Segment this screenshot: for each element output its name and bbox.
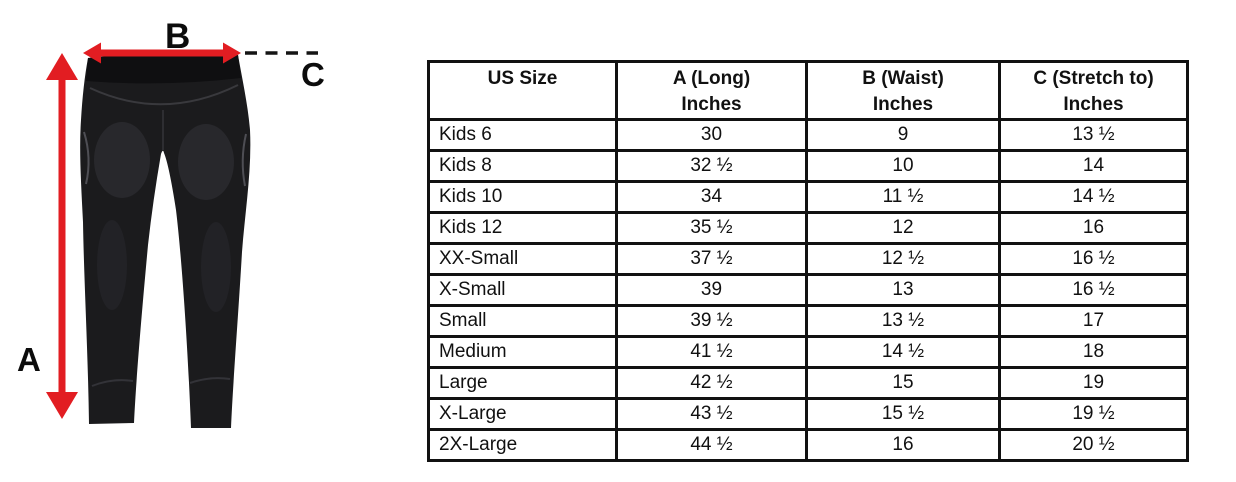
cell-us-size: X-Small [427, 273, 618, 307]
cell-us-size: Kids 12 [427, 211, 618, 245]
cell-a-long: 43 ½ [615, 397, 808, 431]
arrow-a-head-bottom [46, 392, 78, 419]
table-row: X-Large 43 ½ 15 ½ 19 ½ [427, 397, 1189, 431]
header-line1: A (Long) [672, 68, 751, 89]
cell-a-long: 30 [615, 118, 808, 152]
header-line1: B (Waist) [862, 68, 944, 89]
pants-sheen-right-hip [178, 124, 234, 200]
cell-us-size: X-Large [427, 397, 618, 431]
pants-illustration [80, 53, 251, 428]
pants-left-cuff-seam [91, 379, 134, 387]
cell-b-waist: 10 [805, 149, 1001, 183]
cell-b-waist: 12 [805, 211, 1001, 245]
cell-b-waist: 11 ½ [805, 180, 1001, 214]
cell-b-waist: 15 [805, 366, 1001, 400]
cell-b-waist: 9 [805, 118, 1001, 152]
cell-us-size: Kids 6 [427, 118, 618, 152]
col-header-c-stretch: C (Stretch to) Inches [998, 60, 1189, 121]
cell-c-stretch: 17 [998, 304, 1189, 338]
arrow-b-head-left [83, 42, 101, 64]
arrow-a-shaft [58, 78, 66, 392]
table-row: Small 39 ½ 13 ½ 17 [427, 304, 1189, 338]
cell-a-long: 39 [615, 273, 808, 307]
cell-a-long: 32 ½ [615, 149, 808, 183]
label-c: C [301, 56, 325, 93]
cell-us-size: 2X-Large [427, 428, 618, 462]
header-line1: US Size [487, 68, 558, 89]
table-row: 2X-Large 44 ½ 16 20 ½ [427, 428, 1189, 462]
pants-sheen-left-hip [94, 122, 150, 198]
cell-c-stretch: 14 ½ [998, 180, 1189, 214]
table-row: Kids 10 34 11 ½ 14 ½ [427, 180, 1189, 214]
col-header-b-waist: B (Waist) Inches [805, 60, 1001, 121]
cell-a-long: 44 ½ [615, 428, 808, 462]
pants-side-padding-left [83, 131, 90, 185]
cell-b-waist: 13 ½ [805, 304, 1001, 338]
cell-c-stretch: 20 ½ [998, 428, 1189, 462]
cell-c-stretch: 19 ½ [998, 397, 1189, 431]
cell-c-stretch: 13 ½ [998, 118, 1189, 152]
table-header-row: US Size A (Long) Inches B (Waist) Inches… [427, 60, 1189, 121]
cell-a-long: 37 ½ [615, 242, 808, 276]
pants-measurement-diagram: A B C [17, 17, 325, 428]
label-b: B [165, 17, 190, 56]
header-line2: Inches [872, 94, 934, 115]
table-row: Kids 12 35 ½ 12 16 [427, 211, 1189, 245]
cell-c-stretch: 19 [998, 366, 1189, 400]
cell-c-stretch: 14 [998, 149, 1189, 183]
cell-c-stretch: 16 [998, 211, 1189, 245]
size-table: US Size A (Long) Inches B (Waist) Inches… [427, 60, 1189, 462]
cell-a-long: 39 ½ [615, 304, 808, 338]
table-row: Kids 6 30 9 13 ½ [427, 118, 1189, 152]
arrow-a-head-top [46, 53, 78, 80]
col-header-a-long: A (Long) Inches [615, 60, 808, 121]
cell-us-size: Medium [427, 335, 618, 369]
cell-c-stretch: 16 ½ [998, 273, 1189, 307]
pants-yoke-seam [89, 84, 239, 106]
cell-c-stretch: 18 [998, 335, 1189, 369]
cell-c-stretch: 16 ½ [998, 242, 1189, 276]
table-row: XX-Small 37 ½ 12 ½ 16 ½ [427, 242, 1189, 276]
table-row: Medium 41 ½ 14 ½ 18 [427, 335, 1189, 369]
cell-a-long: 34 [615, 180, 808, 214]
cell-a-long: 41 ½ [615, 335, 808, 369]
pants-sheen-left-thigh [97, 220, 127, 310]
table-row: Kids 8 32 ½ 10 14 [427, 149, 1189, 183]
table-row: X-Small 39 13 16 ½ [427, 273, 1189, 307]
cell-a-long: 35 ½ [615, 211, 808, 245]
arrow-b-shaft [99, 49, 225, 57]
cell-b-waist: 15 ½ [805, 397, 1001, 431]
table-row: Large 42 ½ 15 19 [427, 366, 1189, 400]
measurement-dash-c: C [245, 51, 325, 93]
cell-us-size: Small [427, 304, 618, 338]
cell-us-size: Kids 8 [427, 149, 618, 183]
pants-side-padding-right [241, 133, 247, 187]
header-line2: Inches [1063, 94, 1124, 115]
col-header-us-size: US Size [427, 60, 618, 121]
cell-b-waist: 12 ½ [805, 242, 1001, 276]
cell-b-waist: 16 [805, 428, 1001, 462]
pants-waistband [86, 53, 241, 84]
cell-us-size: Large [427, 366, 618, 400]
measurement-arrow-a: A [17, 53, 78, 419]
header-line2: Inches [681, 94, 742, 115]
arrow-b-head-right [223, 42, 241, 64]
cell-b-waist: 14 ½ [805, 335, 1001, 369]
measurement-arrow-b: B [83, 17, 241, 64]
cell-b-waist: 13 [805, 273, 1001, 307]
cell-a-long: 42 ½ [615, 366, 808, 400]
header-line1: C (Stretch to) [1033, 68, 1154, 89]
cell-us-size: Kids 10 [427, 180, 618, 214]
label-a: A [17, 341, 41, 378]
pants-right-cuff-seam [189, 377, 231, 384]
pants-sheen-right-thigh [201, 222, 231, 312]
cell-us-size: XX-Small [427, 242, 618, 276]
